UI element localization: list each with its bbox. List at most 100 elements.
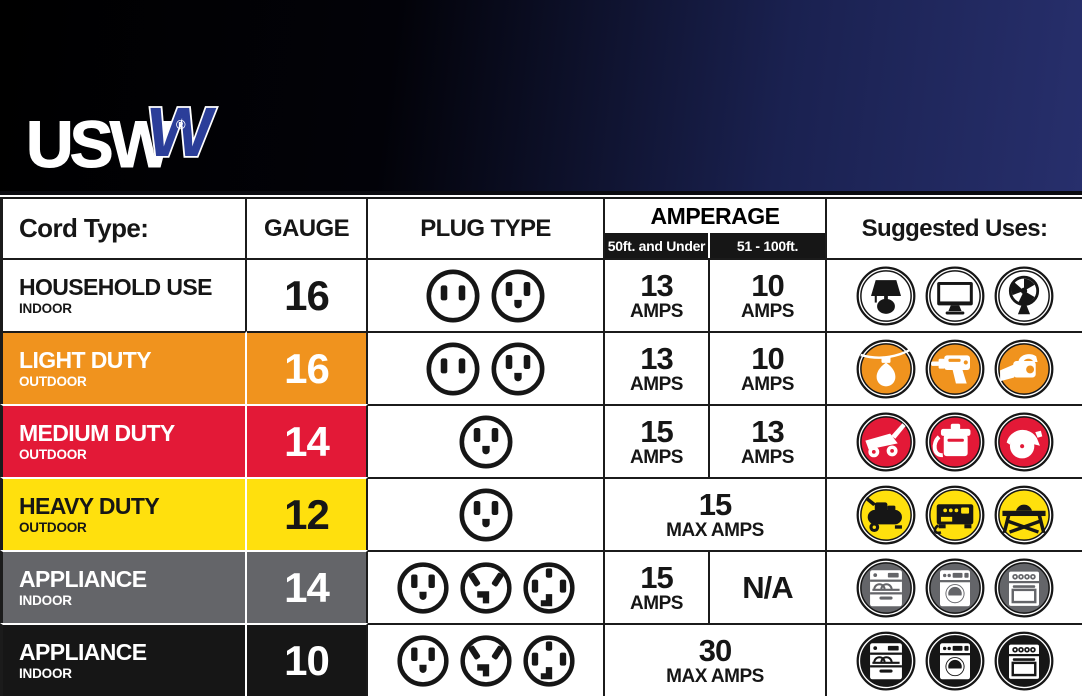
gauge-value: 14 xyxy=(284,563,330,611)
cord-type-cell: LIGHT DUTY OUTDOOR xyxy=(0,331,247,404)
header-suggested-uses-label: Suggested Uses: xyxy=(861,214,1048,242)
amperage-50ft-value: 15 AMPS xyxy=(605,406,710,477)
amperage-50ft-value: 13 AMPS xyxy=(605,333,710,404)
cord-type-location: INDOOR xyxy=(19,592,72,608)
plug-four-prong-icon xyxy=(521,560,577,616)
cord-type-name: APPLIANCE xyxy=(19,566,147,593)
string-light-icon xyxy=(856,339,916,399)
cord-type-name: HEAVY DUTY xyxy=(19,493,160,520)
amperage-100ft-value: 13 AMPS xyxy=(710,406,825,477)
lawn-mower-icon xyxy=(856,412,916,472)
cord-type-cell: HEAVY DUTY OUTDOOR xyxy=(0,477,247,550)
plug-type-cell xyxy=(368,623,605,696)
amp-unit: MAX AMPS xyxy=(666,666,764,687)
leaf-blower-icon xyxy=(994,339,1054,399)
suggested-uses-cell xyxy=(827,258,1082,331)
cord-type-cell: MEDIUM DUTY OUTDOOR xyxy=(0,404,247,477)
amperage-100ft-value: 10 AMPS xyxy=(710,260,825,331)
gauge-value: 16 xyxy=(284,344,330,392)
cord-comparison-table: Cord Type: GAUGE PLUG TYPE AMPERAGE 50ft… xyxy=(0,197,1082,696)
header-cord-type-label: Cord Type: xyxy=(19,213,149,243)
table-row: APPLIANCE INDOOR 10 30 MAX AMPS xyxy=(0,623,1082,696)
amperage-cell: 15 MAX AMPS xyxy=(605,477,827,550)
brand-banner: USW W ® xyxy=(0,0,1082,195)
cord-type-location: OUTDOOR xyxy=(19,446,87,462)
table-row: HEAVY DUTY OUTDOOR 12 15 MAX AMPS xyxy=(0,477,1082,550)
plug-three-prong-icon xyxy=(489,267,547,325)
stove-icon xyxy=(994,558,1054,618)
header-cord-type: Cord Type: xyxy=(0,197,247,258)
amperage-max-value: 30 MAX AMPS xyxy=(605,625,825,696)
gauge-value: 16 xyxy=(284,271,330,319)
header-gauge-label: GAUGE xyxy=(263,214,350,242)
table-row: APPLIANCE INDOOR 14 15 AMPS N/A xyxy=(0,550,1082,623)
header-amperage-50ft: 50ft. and Under xyxy=(605,233,710,258)
registered-mark: ® xyxy=(175,117,186,132)
header-amperage-subrow: 50ft. and Under 51 - 100ft. xyxy=(605,233,825,258)
table-body: HOUSEHOLD USE INDOOR 16 13 AMPS 10 AMPS LIGHT D… xyxy=(0,258,1082,696)
amperage-100ft-value: 10 AMPS xyxy=(710,333,825,404)
header-plug-type: PLUG TYPE xyxy=(368,197,605,258)
table-row: MEDIUM DUTY OUTDOOR 14 15 AMPS 13 AMPS xyxy=(0,404,1082,477)
amp-number: 13 xyxy=(751,414,784,449)
amperage-100ft-value: N/A xyxy=(710,552,825,623)
gauge-cell: 12 xyxy=(247,477,368,550)
plug-three-prong-icon xyxy=(457,486,515,544)
suggested-uses-cell xyxy=(827,623,1082,696)
suggested-uses-cell xyxy=(827,404,1082,477)
amp-number: 15 xyxy=(640,560,673,595)
dishwasher-icon xyxy=(856,631,916,691)
amperage-cell: 30 MAX AMPS xyxy=(605,623,827,696)
washing-machine-icon xyxy=(925,631,985,691)
air-compressor-icon xyxy=(856,485,916,545)
table-saw-icon xyxy=(994,485,1054,545)
gauge-cell: 14 xyxy=(247,404,368,477)
amp-unit: AMPS xyxy=(741,447,794,468)
cord-type-name: APPLIANCE xyxy=(19,639,147,666)
amp-number: 13 xyxy=(640,341,673,376)
logo-blue-w: W xyxy=(140,91,221,173)
logo-text: USW xyxy=(26,107,173,181)
gauge-value: 14 xyxy=(284,417,330,465)
table-row: LIGHT DUTY OUTDOOR 16 13 AMPS 10 AMPS xyxy=(0,331,1082,404)
plug-angled-three-prong-icon xyxy=(458,633,514,689)
stove-icon xyxy=(994,631,1054,691)
header-gauge: GAUGE xyxy=(247,197,368,258)
circular-saw-icon xyxy=(994,412,1054,472)
usw-logo: USW W ® xyxy=(26,91,221,177)
plug-angled-three-prong-icon xyxy=(458,560,514,616)
amp-number: 15 xyxy=(640,414,673,449)
gauge-value: 10 xyxy=(284,636,330,684)
header-amperage: AMPERAGE 50ft. and Under 51 - 100ft. xyxy=(605,197,827,258)
cord-type-name: HOUSEHOLD USE xyxy=(19,274,212,301)
cord-type-cell: HOUSEHOLD USE INDOOR xyxy=(0,258,247,331)
suggested-uses-cell xyxy=(827,550,1082,623)
amp-unit: AMPS xyxy=(630,593,683,614)
plug-three-prong-icon xyxy=(395,560,451,616)
drill-icon xyxy=(925,339,985,399)
amp-number: 13 xyxy=(640,268,673,303)
cord-type-name: MEDIUM DUTY xyxy=(19,420,175,447)
plug-type-cell xyxy=(368,404,605,477)
plug-type-cell xyxy=(368,550,605,623)
amp-number: 10 xyxy=(751,341,784,376)
suggested-uses-cell xyxy=(827,331,1082,404)
plug-type-cell xyxy=(368,477,605,550)
amp-unit: AMPS xyxy=(630,374,683,395)
desk-fan-icon xyxy=(994,266,1054,326)
amperage-cell: 15 AMPS 13 AMPS xyxy=(605,404,827,477)
cord-type-location: OUTDOOR xyxy=(19,519,87,535)
table-header-row: Cord Type: GAUGE PLUG TYPE AMPERAGE 50ft… xyxy=(0,197,1082,258)
header-suggested-uses: Suggested Uses: xyxy=(827,197,1082,258)
amperage-cell: 13 AMPS 10 AMPS xyxy=(605,331,827,404)
amp-number: 15 xyxy=(698,487,732,522)
amperage-max-value: 15 MAX AMPS xyxy=(605,479,825,550)
table-lamp-icon xyxy=(856,266,916,326)
cord-type-cell: APPLIANCE INDOOR xyxy=(0,550,247,623)
amp-unit: AMPS xyxy=(741,374,794,395)
amp-number: 30 xyxy=(698,633,732,668)
amperage-cell: 15 AMPS N/A xyxy=(605,550,827,623)
plug-three-prong-icon xyxy=(489,340,547,398)
cord-type-location: OUTDOOR xyxy=(19,373,87,389)
header-amperage-51-100ft: 51 - 100ft. xyxy=(710,233,825,258)
